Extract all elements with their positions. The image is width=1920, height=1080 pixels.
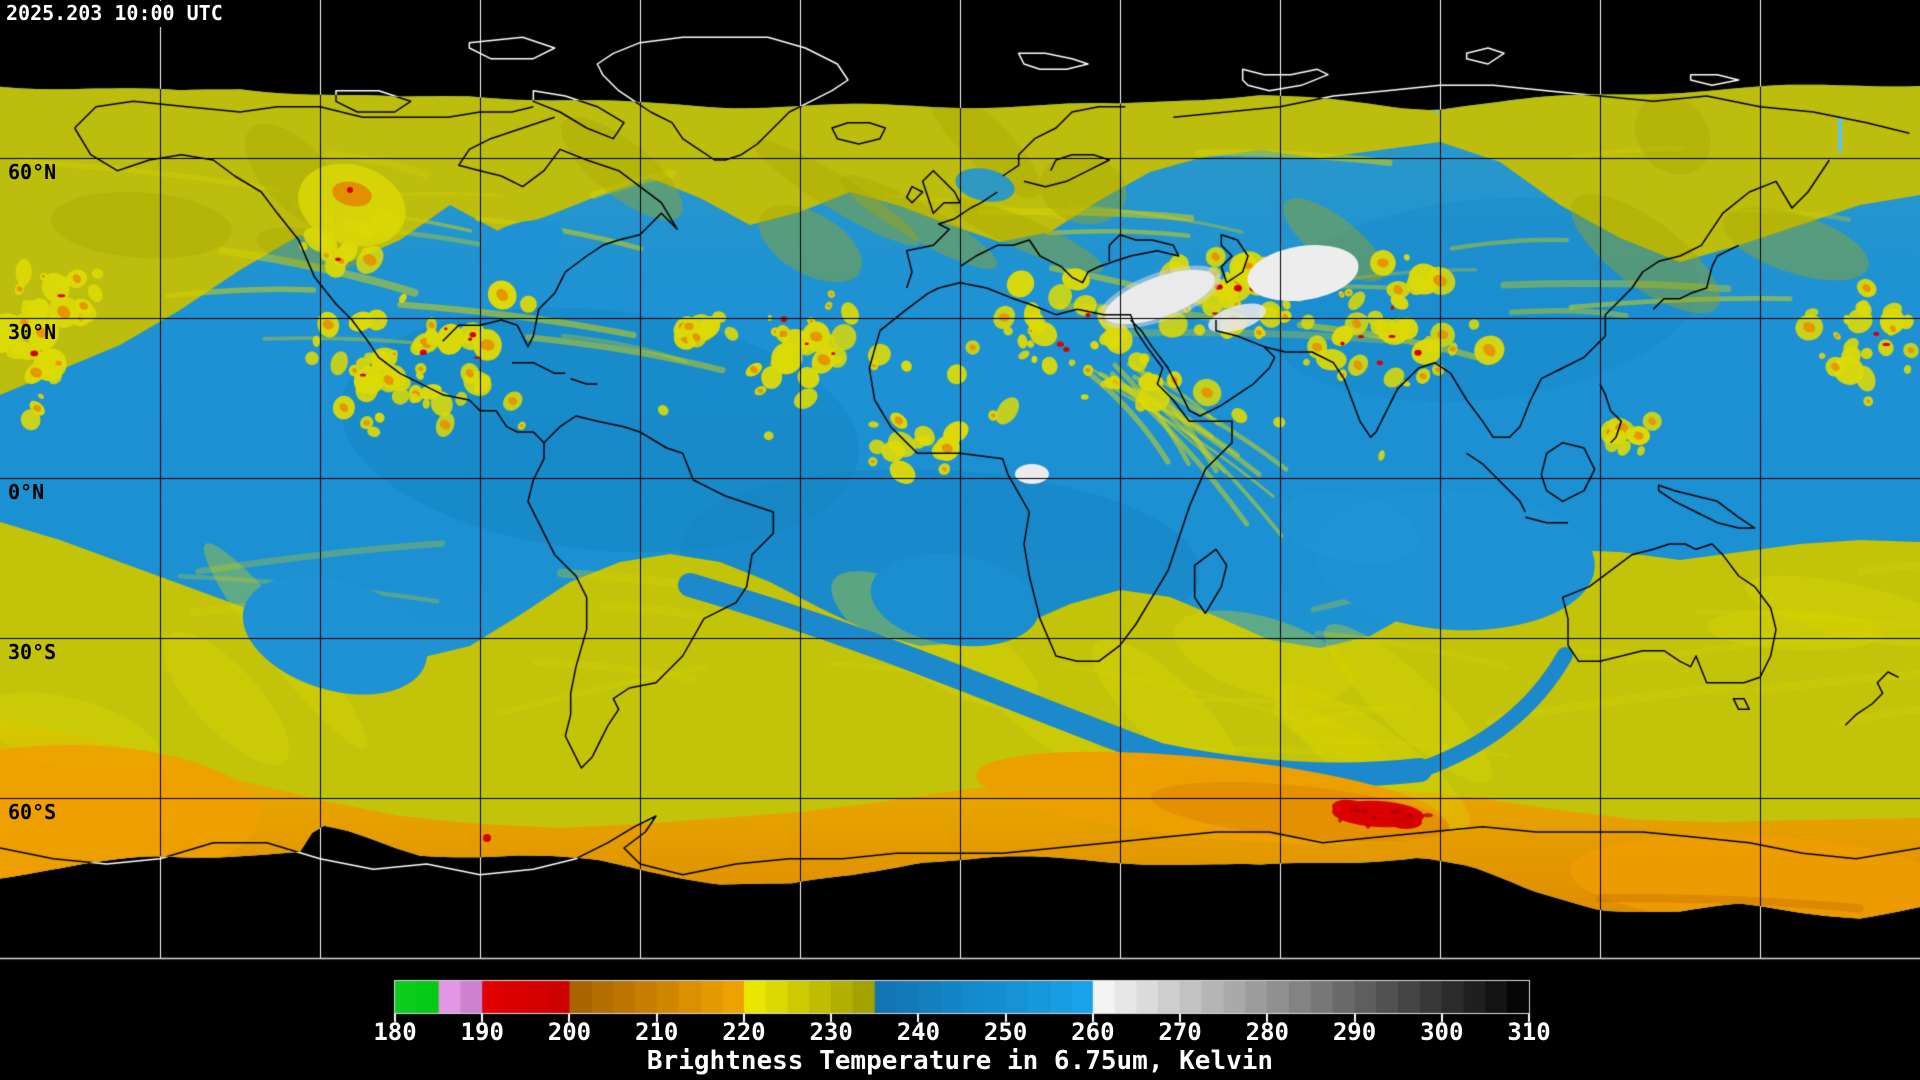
colorbar-tick-label: 250 (983, 1018, 1028, 1046)
colorbar-tick-label: 290 (1332, 1018, 1377, 1046)
colorbar-tick-label: 200 (547, 1018, 592, 1046)
colorbar-tick-label: 240 (896, 1018, 941, 1046)
timestamp: 2025.203 10:00 UTC (4, 1, 228, 27)
colorbar-tick-label: 210 (635, 1018, 679, 1046)
colorbar-tick-label: 190 (460, 1018, 504, 1046)
latitude-label: 0°N (8, 480, 45, 504)
colorbar-tick-label: 270 (1158, 1018, 1202, 1046)
colorbar-tick-label: 260 (1071, 1018, 1115, 1046)
colorbar-tick-label: 310 (1507, 1018, 1551, 1046)
colorbar-tick-label: 180 (373, 1018, 417, 1046)
colorbar-caption: Brightness Temperature in 6.75um, Kelvin (646, 1046, 1274, 1076)
latitude-label: 60°S (8, 800, 57, 824)
colorbar-tick-label: 280 (1245, 1018, 1289, 1046)
latitude-label: 60°N (8, 160, 57, 184)
colorbar-tick-label: 230 (809, 1018, 853, 1046)
latitude-label: 30°N (8, 320, 57, 344)
colorbar-tick-label: 300 (1420, 1018, 1464, 1046)
latitude-label: 30°S (8, 640, 57, 664)
colorbar-tick-label: 220 (722, 1018, 766, 1046)
